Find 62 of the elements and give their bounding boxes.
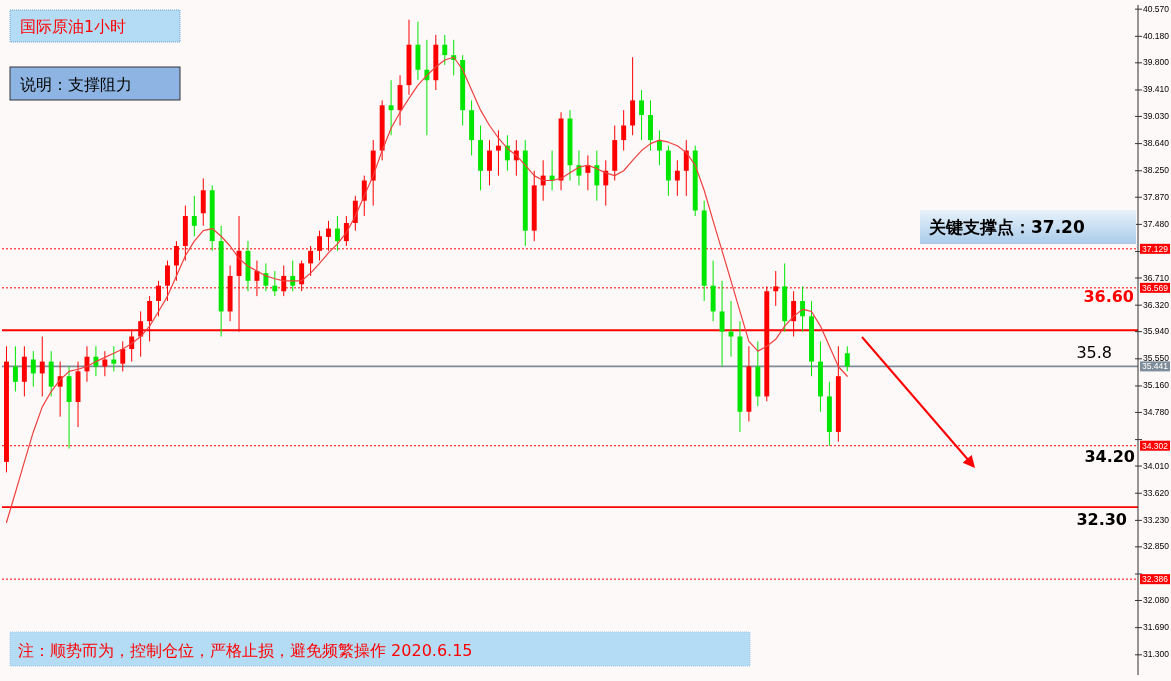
y-tick-label: 33.620 xyxy=(1143,487,1170,498)
y-tick-label: 36.320 xyxy=(1143,299,1170,310)
y-tick-label: 38.640 xyxy=(1143,138,1170,149)
y-tick-label: 39.030 xyxy=(1143,110,1170,121)
candlestick xyxy=(844,345,850,372)
annotation: 36.60 xyxy=(1083,287,1134,306)
candlestick xyxy=(39,336,45,397)
candlestick xyxy=(576,150,582,186)
candlestick xyxy=(674,159,680,197)
candlestick xyxy=(495,129,501,177)
candlestick xyxy=(594,150,600,202)
candlestick xyxy=(111,345,117,372)
candlestick xyxy=(442,34,448,66)
candlestick xyxy=(334,215,340,252)
y-tick-label: 35.160 xyxy=(1143,380,1170,391)
y-tick-label: 31.690 xyxy=(1143,622,1170,633)
annotation: 34.20 xyxy=(1084,447,1135,466)
candlestick xyxy=(120,340,126,372)
y-tick-label: 32.850 xyxy=(1143,541,1170,552)
candlestick xyxy=(683,139,689,197)
y-tick-label: 35.940 xyxy=(1143,326,1170,337)
candlestick xyxy=(30,350,36,388)
ref-line-label: 35.441 xyxy=(1142,361,1169,372)
candlestick xyxy=(656,129,662,166)
y-tick-label: 38.250 xyxy=(1143,165,1170,176)
y-tick-label: 37.480 xyxy=(1143,218,1170,229)
y-tick-label: 39.800 xyxy=(1143,57,1170,68)
y-tick-label: 33.230 xyxy=(1143,514,1170,525)
y-tick-label: 40.570 xyxy=(1143,3,1170,14)
y-tick-label: 39.410 xyxy=(1143,84,1170,95)
candlestick xyxy=(290,260,296,292)
y-tick-label: 31.300 xyxy=(1143,649,1170,660)
candlestick xyxy=(621,109,627,152)
text: 说明：支撑阻力 xyxy=(20,75,132,94)
candlestick xyxy=(388,79,394,136)
annotation: 35.8 xyxy=(1076,343,1112,362)
candlestick xyxy=(800,285,806,333)
candlestick xyxy=(487,139,492,186)
y-tick-label: 40.180 xyxy=(1143,30,1170,41)
candlestick xyxy=(272,270,278,297)
candlestick xyxy=(57,361,63,418)
y-tick-label: 34.780 xyxy=(1143,406,1170,417)
line-series xyxy=(5,56,848,524)
y-tick-label: 32.080 xyxy=(1143,594,1170,605)
candlestick xyxy=(12,345,18,393)
text: 国际原油1小时 xyxy=(20,17,127,36)
y-tick-label: 35.550 xyxy=(1143,353,1170,364)
ref-line-label: 36.569 xyxy=(1142,282,1169,293)
candlestick xyxy=(719,280,725,367)
annotation: 注：顺势而为，控制仓位，严格止损，避免频繁操作 2020.6.15 xyxy=(18,641,473,660)
annotation: 32.30 xyxy=(1076,510,1127,529)
y-tick-label: 36.710 xyxy=(1143,272,1170,283)
y-tick-label: 37.870 xyxy=(1143,191,1170,202)
ref-line-label: 34.302 xyxy=(1142,440,1169,451)
candlestick xyxy=(191,195,197,237)
ref-line-label: 37.129 xyxy=(1142,243,1169,254)
ref-line-label: 32.386 xyxy=(1142,574,1169,585)
annotation: 关键支撑点：37.20 xyxy=(928,217,1085,237)
candlestick xyxy=(639,89,645,141)
candlestick xyxy=(263,262,269,292)
candlestick xyxy=(200,177,206,227)
y-tick-label: 34.010 xyxy=(1143,460,1170,471)
